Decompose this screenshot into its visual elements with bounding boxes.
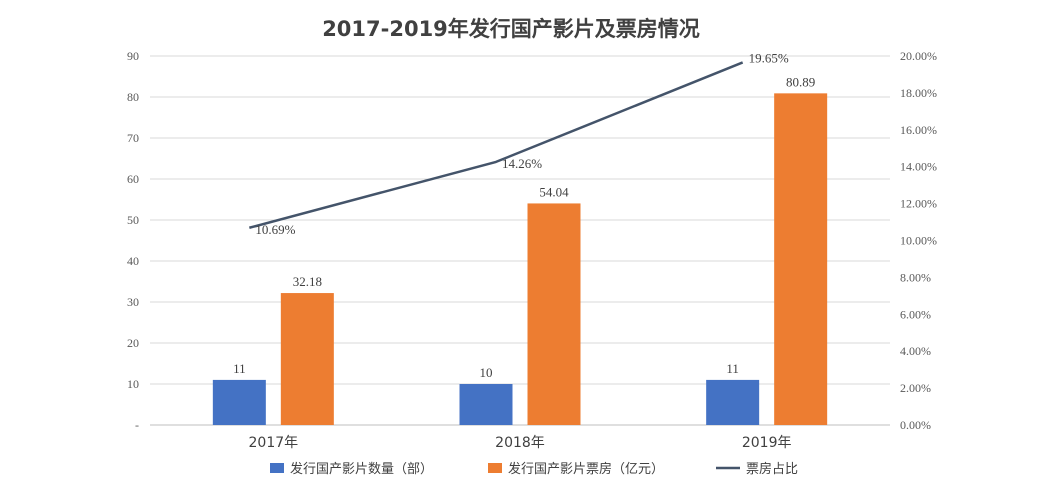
right-tick-label: 2.00% [900, 381, 931, 395]
left-tick-label: 70 [127, 131, 139, 145]
bar [706, 379, 760, 425]
bar [212, 379, 266, 425]
right-tick-label: 4.00% [900, 344, 931, 358]
left-tick-label: 30 [127, 295, 139, 309]
bar-value-label: 11 [233, 361, 246, 376]
left-tick-label: 20 [127, 336, 139, 350]
line-value-label: 19.65% [749, 50, 789, 65]
right-tick-label: 18.00% [900, 86, 937, 100]
bar-value-label: 10 [480, 365, 493, 380]
legend: 发行国产影片数量（部） 发行国产影片票房（亿元） 票房占比 [270, 461, 798, 477]
chart-title: 2017-2019年发行国产影片及票房情况 [322, 17, 700, 41]
x-axis-ticks: 2017年 2018年 2019年 [249, 435, 792, 451]
data-labels: 11 10 11 32.18 54.04 80.89 10.69% 14.26% 19.65% [233, 50, 815, 380]
line-value-label: 10.69% [255, 222, 295, 237]
left-tick-label: 60 [127, 172, 139, 186]
legend-swatch-boxoffice [488, 463, 502, 473]
legend-label-share: 票房占比 [746, 461, 798, 477]
right-tick-label: 10.00% [900, 234, 937, 248]
bar-value-label: 32.18 [293, 274, 322, 289]
share-line [249, 61, 744, 229]
legend-swatch-count [270, 463, 284, 473]
share-line-path [249, 61, 744, 229]
x-tick-label: 2018年 [495, 435, 545, 451]
right-tick-label: 12.00% [900, 197, 937, 211]
right-tick-label: 6.00% [900, 307, 931, 321]
legend-label-count: 发行国产影片数量（部） [290, 461, 433, 477]
left-axis-ticks: - 10 20 30 40 50 60 70 80 90 [127, 49, 139, 432]
right-tick-label: 14.00% [900, 160, 937, 174]
bar-value-label: 11 [726, 361, 739, 376]
left-tick-label: 80 [127, 90, 139, 104]
bar-value-label: 54.04 [539, 184, 569, 199]
legend-label-boxoffice: 发行国产影片票房（亿元） [508, 461, 664, 477]
left-tick-label: - [135, 418, 139, 432]
gridlines [150, 55, 890, 426]
left-tick-label: 40 [127, 254, 139, 268]
x-tick-label: 2017年 [249, 435, 299, 451]
right-tick-label: 16.00% [900, 123, 937, 137]
right-tick-label: 8.00% [900, 270, 931, 284]
left-tick-label: 50 [127, 213, 139, 227]
right-tick-label: 20.00% [900, 49, 937, 63]
bar [280, 293, 334, 425]
bar-value-label: 80.89 [786, 74, 815, 89]
line-value-label: 14.26% [502, 156, 542, 171]
bars [212, 93, 828, 425]
bar [459, 384, 513, 425]
bar [527, 203, 581, 425]
right-axis-ticks: 0.00% 2.00% 4.00% 6.00% 8.00% 10.00% 12.00% 14.… [900, 49, 937, 432]
bar [774, 93, 828, 425]
left-tick-label: 10 [127, 377, 139, 391]
left-tick-label: 90 [127, 49, 139, 63]
right-tick-label: 0.00% [900, 418, 931, 432]
x-tick-label: 2019年 [742, 435, 792, 451]
